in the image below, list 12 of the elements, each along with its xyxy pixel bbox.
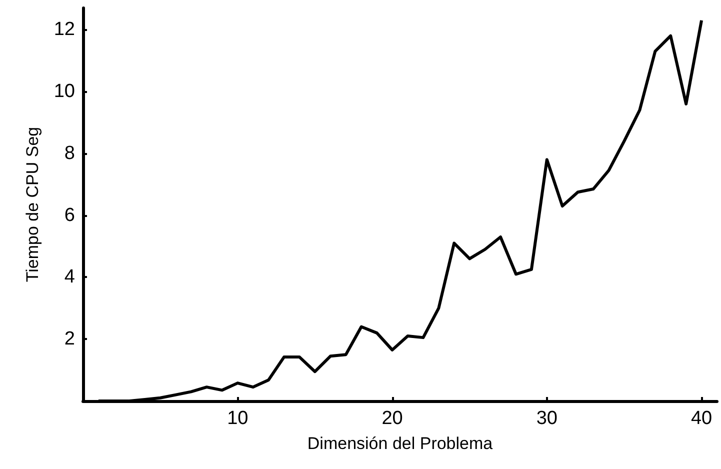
x-tick-label: 10 [227,408,248,429]
x-tick-label: 20 [382,408,403,429]
y-tick-label: 8 [64,142,75,164]
x-tick-label: 40 [690,408,712,429]
y-tick-label: 10 [54,81,75,102]
x-tick-label: 30 [536,408,558,429]
x-axis-title: Dimensión del Problema [307,434,494,453]
y-tick-label: 6 [64,204,75,226]
y-axis-title: Tiempo de CPU Seg [23,126,42,282]
y-tick-label: 4 [64,266,76,288]
y-tick-label: 2 [64,328,75,350]
y-tick-label: 12 [54,19,75,40]
